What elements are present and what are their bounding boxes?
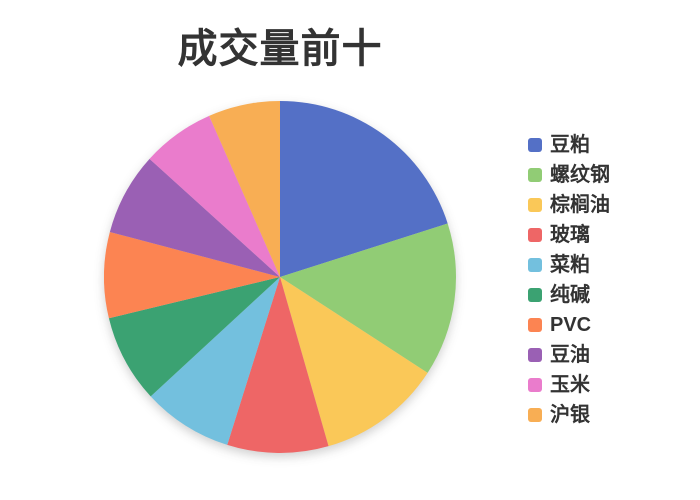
pie-slice-豆粕[interactable] [280, 101, 448, 277]
legend-item-玉米[interactable]: 玉米 [528, 370, 610, 400]
legend-item-沪银[interactable]: 沪银 [528, 400, 610, 430]
legend-item-玻璃[interactable]: 玻璃 [528, 220, 610, 250]
legend-label: 玉米 [550, 374, 590, 396]
legend-item-豆粕[interactable]: 豆粕 [528, 130, 610, 160]
legend-item-棕榈油[interactable]: 棕榈油 [528, 190, 610, 220]
pie-slice-玻璃[interactable] [227, 277, 329, 454]
legend-item-纯碱[interactable]: 纯碱 [528, 280, 610, 310]
legend-label: 纯碱 [550, 284, 590, 306]
legend-swatch [528, 378, 542, 392]
legend-item-螺纹钢[interactable]: 螺纹钢 [528, 160, 610, 190]
legend-label: 玻璃 [550, 224, 590, 246]
legend-label: PVC [550, 314, 592, 336]
legend-label: 螺纹钢 [550, 164, 610, 186]
legend-swatch [528, 168, 542, 182]
legend-swatch [528, 348, 542, 362]
legend-swatch [528, 138, 542, 152]
pie-slice-螺纹钢[interactable] [280, 223, 457, 373]
legend-swatch [528, 228, 542, 242]
legend-swatch [528, 288, 542, 302]
legend-label: 豆油 [550, 344, 590, 366]
legend-swatch [528, 318, 542, 332]
legend-swatch [528, 408, 542, 422]
legend-item-菜粕[interactable]: 菜粕 [528, 250, 610, 280]
pie-slice-棕榈油[interactable] [280, 277, 428, 447]
legend-swatch [528, 198, 542, 212]
legend-item-豆油[interactable]: 豆油 [528, 340, 610, 370]
legend-swatch [528, 258, 542, 272]
pie-slice-沪银[interactable] [209, 101, 280, 277]
pie-slice-纯碱[interactable] [108, 277, 280, 397]
legend: 豆粕螺纹钢棕榈油玻璃菜粕纯碱 PVC 豆油玉米沪银 [528, 130, 610, 430]
legend-label: 菜粕 [550, 254, 590, 276]
legend-label: 沪银 [550, 404, 590, 426]
legend-label: 豆粕 [550, 134, 590, 156]
chart-title: 成交量前十 [177, 27, 383, 71]
pie-slice-菜粕[interactable] [150, 277, 280, 445]
legend-label: 棕榈油 [550, 194, 610, 216]
legend-item-PVC[interactable]: PVC [528, 310, 610, 340]
pie-slice-玉米[interactable] [149, 115, 280, 277]
pie-slice-豆油[interactable] [109, 158, 281, 277]
pie-slice-PVC[interactable] [104, 231, 281, 319]
